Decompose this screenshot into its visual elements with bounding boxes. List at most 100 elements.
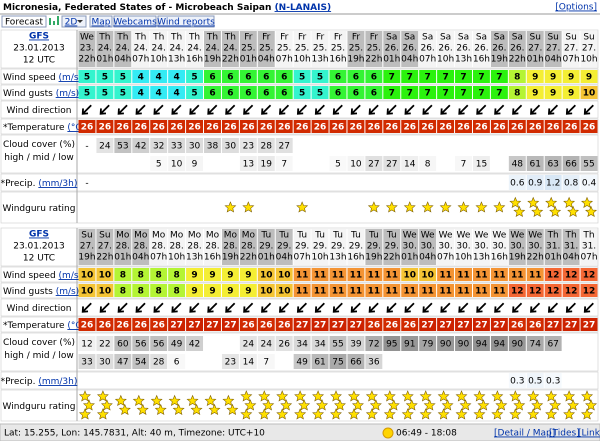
temperature-cell [401,120,419,133]
tab[interactable] [1,15,47,28]
wind-arrow [494,302,505,313]
star [473,390,486,402]
hour: 16h [473,55,490,65]
star [369,399,382,411]
hour: 22h [509,55,526,65]
wind-speed-cell [239,268,257,281]
wind-arrow [207,104,218,115]
model-link[interactable]: GFS [29,32,49,42]
star [545,196,558,209]
star [549,399,562,411]
footer-link[interactable]: [Tides] [549,429,580,439]
cloud-cell [275,138,293,153]
label-text: *Temperature [3,321,65,331]
time-cell [168,229,186,265]
wind-arrow [99,104,110,115]
unit-link[interactable]: (m/s) [56,89,80,99]
unit-link[interactable]: (°C) [67,123,85,133]
wind-gusts-value: 7 [389,89,395,99]
wind-gusts-value: 11 [457,287,470,297]
tab-label[interactable]: 2D [65,18,78,28]
row-label: Windguru rating [3,204,76,214]
wind-gusts-cell [508,284,526,297]
star [441,399,454,411]
cloud-cell [311,354,329,369]
wind-arrow [81,302,92,313]
star [421,201,434,213]
date: 28. [241,242,255,252]
temperature-cell [78,318,96,331]
cloud-cell [96,354,114,369]
star [96,390,109,402]
options-link[interactable]: [Options] [555,3,597,13]
star [491,390,504,402]
wind-gusts-value: 12 [583,287,596,297]
cloud-value: 36 [368,358,380,368]
wind-gusts-cell [293,86,311,99]
hour: 13h [311,55,328,65]
tab-label[interactable]: Forecast [5,18,44,28]
wind-gusts-value: 11 [350,287,363,297]
wind-gusts-cell [132,284,150,297]
wind-gusts-cell [221,86,239,99]
day: We [403,231,417,241]
wind-speed-value: 8 [514,73,520,83]
date: 30. [510,242,524,252]
unit-link[interactable]: (°C) [67,321,85,331]
wind-speed-cell [257,70,275,83]
tab[interactable] [113,15,157,28]
temperature-value: 26 [224,123,237,133]
unit-link[interactable]: (m/s) [59,271,83,281]
wind-gusts-value: 11 [368,287,381,297]
temperature-cell [455,120,472,133]
wind-gusts-value: 8 [138,287,144,297]
rating-stars [132,394,149,416]
temperature-cell [186,120,204,133]
temperature-value: 26 [278,321,291,331]
row-label: Cloud cover (%) [3,338,75,348]
cloud-cell [365,336,383,351]
unit-link[interactable]: (mm/3h) [38,179,77,189]
cloud-value: 30 [99,358,111,368]
wind-gusts-cell [544,86,562,99]
unit-link[interactable]: (m/s) [56,287,80,297]
temperature-cell [114,120,132,133]
footer-bar [0,423,600,441]
wind-gusts-value: 11 [386,287,399,297]
wind-arrow [404,302,415,313]
unit-link[interactable]: (m/s) [59,73,83,83]
tab-label[interactable]: Wind reports [157,18,215,28]
tab[interactable] [157,15,215,28]
tab[interactable] [89,15,113,28]
footer-link[interactable]: [Detail / Map] [494,429,555,439]
wind-gusts-cell [329,86,347,99]
wind-gusts-value: 6 [335,89,341,99]
footer-link[interactable]: [Link] [578,429,600,439]
unit-link[interactable]: (mm/3h) [38,377,77,387]
day: Mo [206,231,220,241]
date: 26. [474,44,488,54]
day: Th [116,33,128,43]
star [509,196,522,209]
date: 24. [223,44,237,54]
day: Mo [242,231,256,241]
model-link[interactable]: GFS [29,230,49,240]
tab[interactable] [61,15,87,28]
cloud-cell [78,354,96,369]
wind-speed-value: 4 [138,73,144,83]
temperature-cell [150,318,168,331]
wind-speed-cell [365,70,383,83]
wind-speed-value: 8 [138,271,144,281]
station-link[interactable]: (N-LANAIS) [275,3,332,13]
wind-gusts-cell [437,86,455,99]
label-text: *Precip. [1,377,36,387]
cloud-value: 47 [117,358,128,368]
temperature-value: 26 [117,321,130,331]
wind-speed-value: 7 [425,73,431,83]
tab-label[interactable]: Map [92,18,111,28]
date: 26. [492,44,506,54]
cloud-value: 66 [350,358,362,368]
tab-label[interactable]: Webcams [113,18,157,28]
cloud-value: 79 [422,340,434,350]
star [114,394,127,407]
